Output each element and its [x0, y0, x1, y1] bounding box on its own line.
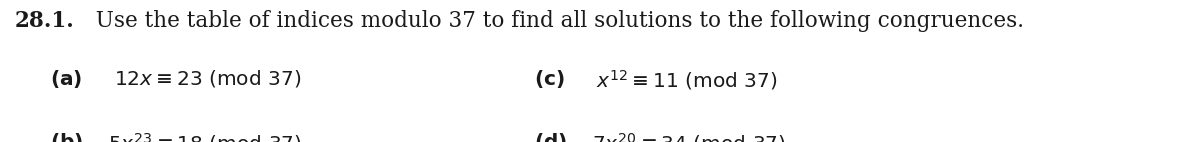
Text: $7x^{20} \equiv 34\ (\mathrm{mod}\ 37)$: $7x^{20} \equiv 34\ (\mathrm{mod}\ 37)$ — [592, 131, 785, 142]
Text: $5x^{23} \equiv 18\ (\mathrm{mod}\ 37)$: $5x^{23} \equiv 18\ (\mathrm{mod}\ 37)$ — [108, 131, 301, 142]
Text: $\mathbf{(b)}$: $\mathbf{(b)}$ — [50, 131, 84, 142]
Text: $12x \equiv 23\ (\mathrm{mod}\ 37)$: $12x \equiv 23\ (\mathrm{mod}\ 37)$ — [114, 68, 301, 89]
Text: 28.1.: 28.1. — [14, 10, 74, 32]
Text: $\mathbf{(d)}$: $\mathbf{(d)}$ — [534, 131, 568, 142]
Text: $\mathbf{(c)}$: $\mathbf{(c)}$ — [534, 68, 565, 90]
Text: $\mathbf{(a)}$: $\mathbf{(a)}$ — [50, 68, 83, 90]
Text: Use the table of indices modulo 37 to find all solutions to the following congru: Use the table of indices modulo 37 to fi… — [82, 10, 1024, 32]
Text: $x^{12} \equiv 11\ (\mathrm{mod}\ 37)$: $x^{12} \equiv 11\ (\mathrm{mod}\ 37)$ — [596, 68, 778, 92]
